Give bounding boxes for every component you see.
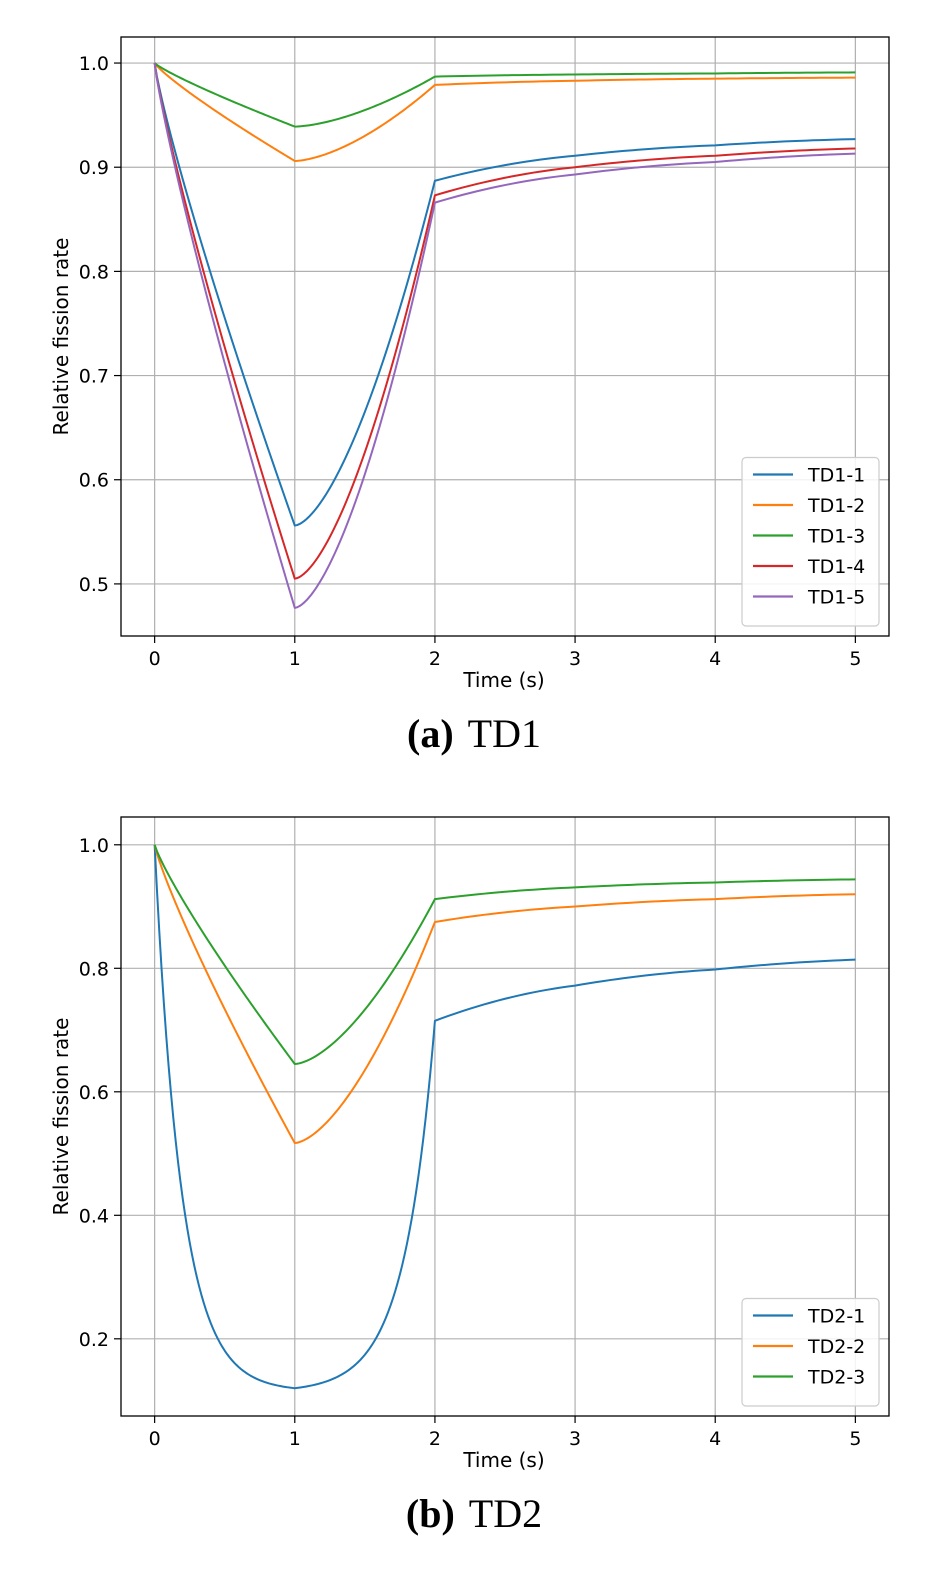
chart-panel-td1: 0 1 2 3 4 5 0.5 0.6 0.7 0.8 0.9 1.0 Time (s) Relative… xyxy=(0,0,948,780)
caption-td2: (b) TD2 xyxy=(0,1490,948,1537)
y-tick-label: 0.2 xyxy=(79,1329,109,1351)
chart-panel-td2: 0 1 2 3 4 5 0.2 0.4 0.6 0.8 1.0 Time (s) Relative fi… xyxy=(0,780,948,1594)
chart-td1: 0 1 2 3 4 5 0.5 0.6 0.7 0.8 0.9 1.0 Time (s) Relative… xyxy=(49,36,890,692)
legend-label-td1-5: TD1-5 xyxy=(807,587,865,609)
legend-box xyxy=(741,456,880,627)
legend-label-td1-1: TD1-1 xyxy=(807,465,865,487)
caption-name: TD2 xyxy=(468,1491,543,1536)
y-tick-label: 1.0 xyxy=(79,835,109,857)
legend-label-td2-1: TD2-1 xyxy=(807,1306,865,1328)
x-tick-label: 4 xyxy=(709,648,721,670)
series-line-td1-2 xyxy=(153,62,856,162)
x-tick-label: 1 xyxy=(289,1428,301,1450)
y-tick-label: 0.5 xyxy=(79,574,109,596)
legend-label-td2-2: TD2-2 xyxy=(807,1336,865,1358)
series-line-td1-1 xyxy=(153,62,856,527)
y-axis-label: Relative fission rate xyxy=(49,1018,73,1216)
caption-tag: (b) xyxy=(405,1491,455,1536)
x-tick-label: 5 xyxy=(849,648,861,670)
series-line-td2-1 xyxy=(153,844,856,1390)
plot-frame xyxy=(120,816,890,1417)
y-tick-label: 0.9 xyxy=(79,157,109,179)
y-tick-label: 0.8 xyxy=(79,261,109,283)
x-tick-label: 2 xyxy=(429,1428,441,1450)
chart-td2: 0 1 2 3 4 5 0.2 0.4 0.6 0.8 1.0 Time (s) Relative fi… xyxy=(49,816,890,1472)
x-tick-label: 3 xyxy=(569,648,581,670)
y-tick-label: 0.6 xyxy=(79,470,109,492)
x-tick-label: 3 xyxy=(569,1428,581,1450)
x-tick-label: 2 xyxy=(429,648,441,670)
series-line-td1-4 xyxy=(153,62,856,580)
y-axis-label: Relative fission rate xyxy=(49,238,73,436)
series-line-td1-3 xyxy=(154,62,856,128)
legend-label-td1-4: TD1-4 xyxy=(807,556,865,578)
y-tick-label: 0.8 xyxy=(79,958,109,980)
x-tick-label: 0 xyxy=(149,1428,161,1450)
caption-name: TD1 xyxy=(467,711,541,756)
legend-label-td2-3: TD2-3 xyxy=(807,1367,865,1389)
y-tick-label: 0.6 xyxy=(79,1082,109,1104)
y-tick-label: 1.0 xyxy=(79,53,109,75)
legend-label-td1-2: TD1-2 xyxy=(807,495,865,517)
y-tick-label: 0.4 xyxy=(79,1205,109,1227)
legend-label-td1-3: TD1-3 xyxy=(807,526,865,548)
x-tick-label: 4 xyxy=(709,1428,721,1450)
legend-box xyxy=(741,1297,880,1407)
series-line-td1-5 xyxy=(153,62,856,609)
y-tick-label: 0.7 xyxy=(79,366,109,388)
plot-frame xyxy=(120,36,890,637)
x-tick-label: 0 xyxy=(149,648,161,670)
x-axis-label: Time (s) xyxy=(462,668,544,692)
caption-td1: (a) TD1 xyxy=(0,710,948,757)
caption-tag: (a) xyxy=(407,711,454,756)
x-tick-label: 1 xyxy=(289,648,301,670)
x-tick-label: 5 xyxy=(849,1428,861,1450)
series-line-td2-3 xyxy=(153,844,856,1066)
series-line-td2-2 xyxy=(153,844,856,1145)
x-axis-label: Time (s) xyxy=(462,1448,544,1472)
